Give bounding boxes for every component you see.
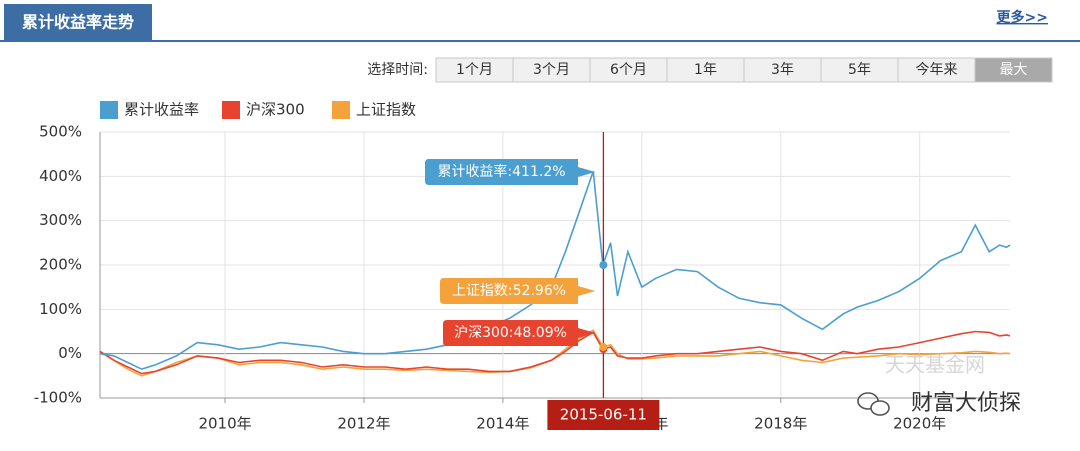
x-tick-label: 2018年: [754, 415, 807, 433]
header-title: 累计收益率走势: [22, 13, 134, 32]
tooltip-box: [425, 159, 596, 185]
more-link[interactable]: 更多>>: [997, 9, 1048, 26]
selector-label: 选择时间:: [367, 62, 428, 78]
tooltip-label: 上证指数:52.96%: [452, 283, 566, 299]
y-tick-label: 100%: [39, 300, 82, 318]
time-button[interactable]: [435, 57, 514, 83]
tooltip-box: [440, 278, 596, 304]
y-tick-label: 300%: [39, 211, 82, 229]
y-tick-label: 400%: [39, 167, 82, 185]
time-button-label[interactable]: 3个月: [533, 62, 570, 78]
header-tab: [4, 4, 152, 42]
legend-swatch: [332, 101, 350, 119]
watermark: 天天基金网: [885, 353, 985, 377]
y-tick-label: 500%: [39, 123, 82, 141]
time-button[interactable]: [974, 57, 1053, 83]
time-button[interactable]: [820, 57, 899, 83]
legend: 累计收益率 沪深300 上证指数: [100, 101, 416, 119]
watermark: 财富大侦探: [911, 391, 1021, 416]
y-tick-label: 0%: [58, 344, 82, 362]
time-button[interactable]: [666, 57, 745, 83]
legend-swatch: [100, 101, 118, 119]
time-selector: 1个月 3个月 6个月 1年 3年 5年 今年来 最大: [435, 57, 1053, 83]
x-tick-label: 2020年: [893, 415, 946, 433]
wechat-icon: [857, 392, 890, 416]
time-button-label[interactable]: 1个月: [456, 62, 493, 78]
hover-dot: [599, 343, 608, 352]
y-tick-label: -100%: [34, 389, 82, 407]
series-line: [99, 330, 1011, 375]
legend-swatch: [222, 101, 240, 119]
time-button-label[interactable]: 6个月: [610, 62, 647, 78]
time-button[interactable]: [512, 57, 591, 83]
hover-dot: [599, 261, 608, 269]
series-line: [99, 329, 1011, 377]
time-button-label[interactable]: 5年: [848, 62, 871, 78]
date-label: 2015-06-11: [560, 406, 647, 424]
legend-label: 累计收益率: [124, 101, 199, 119]
legend-label: 上证指数: [356, 101, 416, 119]
x-tick-label: 2010年: [198, 415, 251, 433]
time-button-label[interactable]: 3年: [771, 62, 794, 78]
legend-label: 沪深300: [246, 101, 305, 119]
time-button[interactable]: [589, 57, 668, 83]
x-tick-label: 2014年: [476, 415, 529, 433]
tooltip-label: 累计收益率:411.2%: [437, 163, 565, 180]
tooltip-box: [443, 320, 596, 346]
date-box: [547, 400, 660, 430]
tooltip-label: 沪深300:48.09%: [454, 325, 567, 341]
time-button-label[interactable]: 今年来: [916, 62, 958, 78]
x-tick-label: 2012年: [337, 415, 390, 433]
y-tick-label: 200%: [39, 256, 82, 274]
time-button[interactable]: [743, 57, 822, 83]
time-button-label[interactable]: 最大: [1000, 62, 1028, 78]
time-button-label[interactable]: 1年: [694, 62, 717, 78]
